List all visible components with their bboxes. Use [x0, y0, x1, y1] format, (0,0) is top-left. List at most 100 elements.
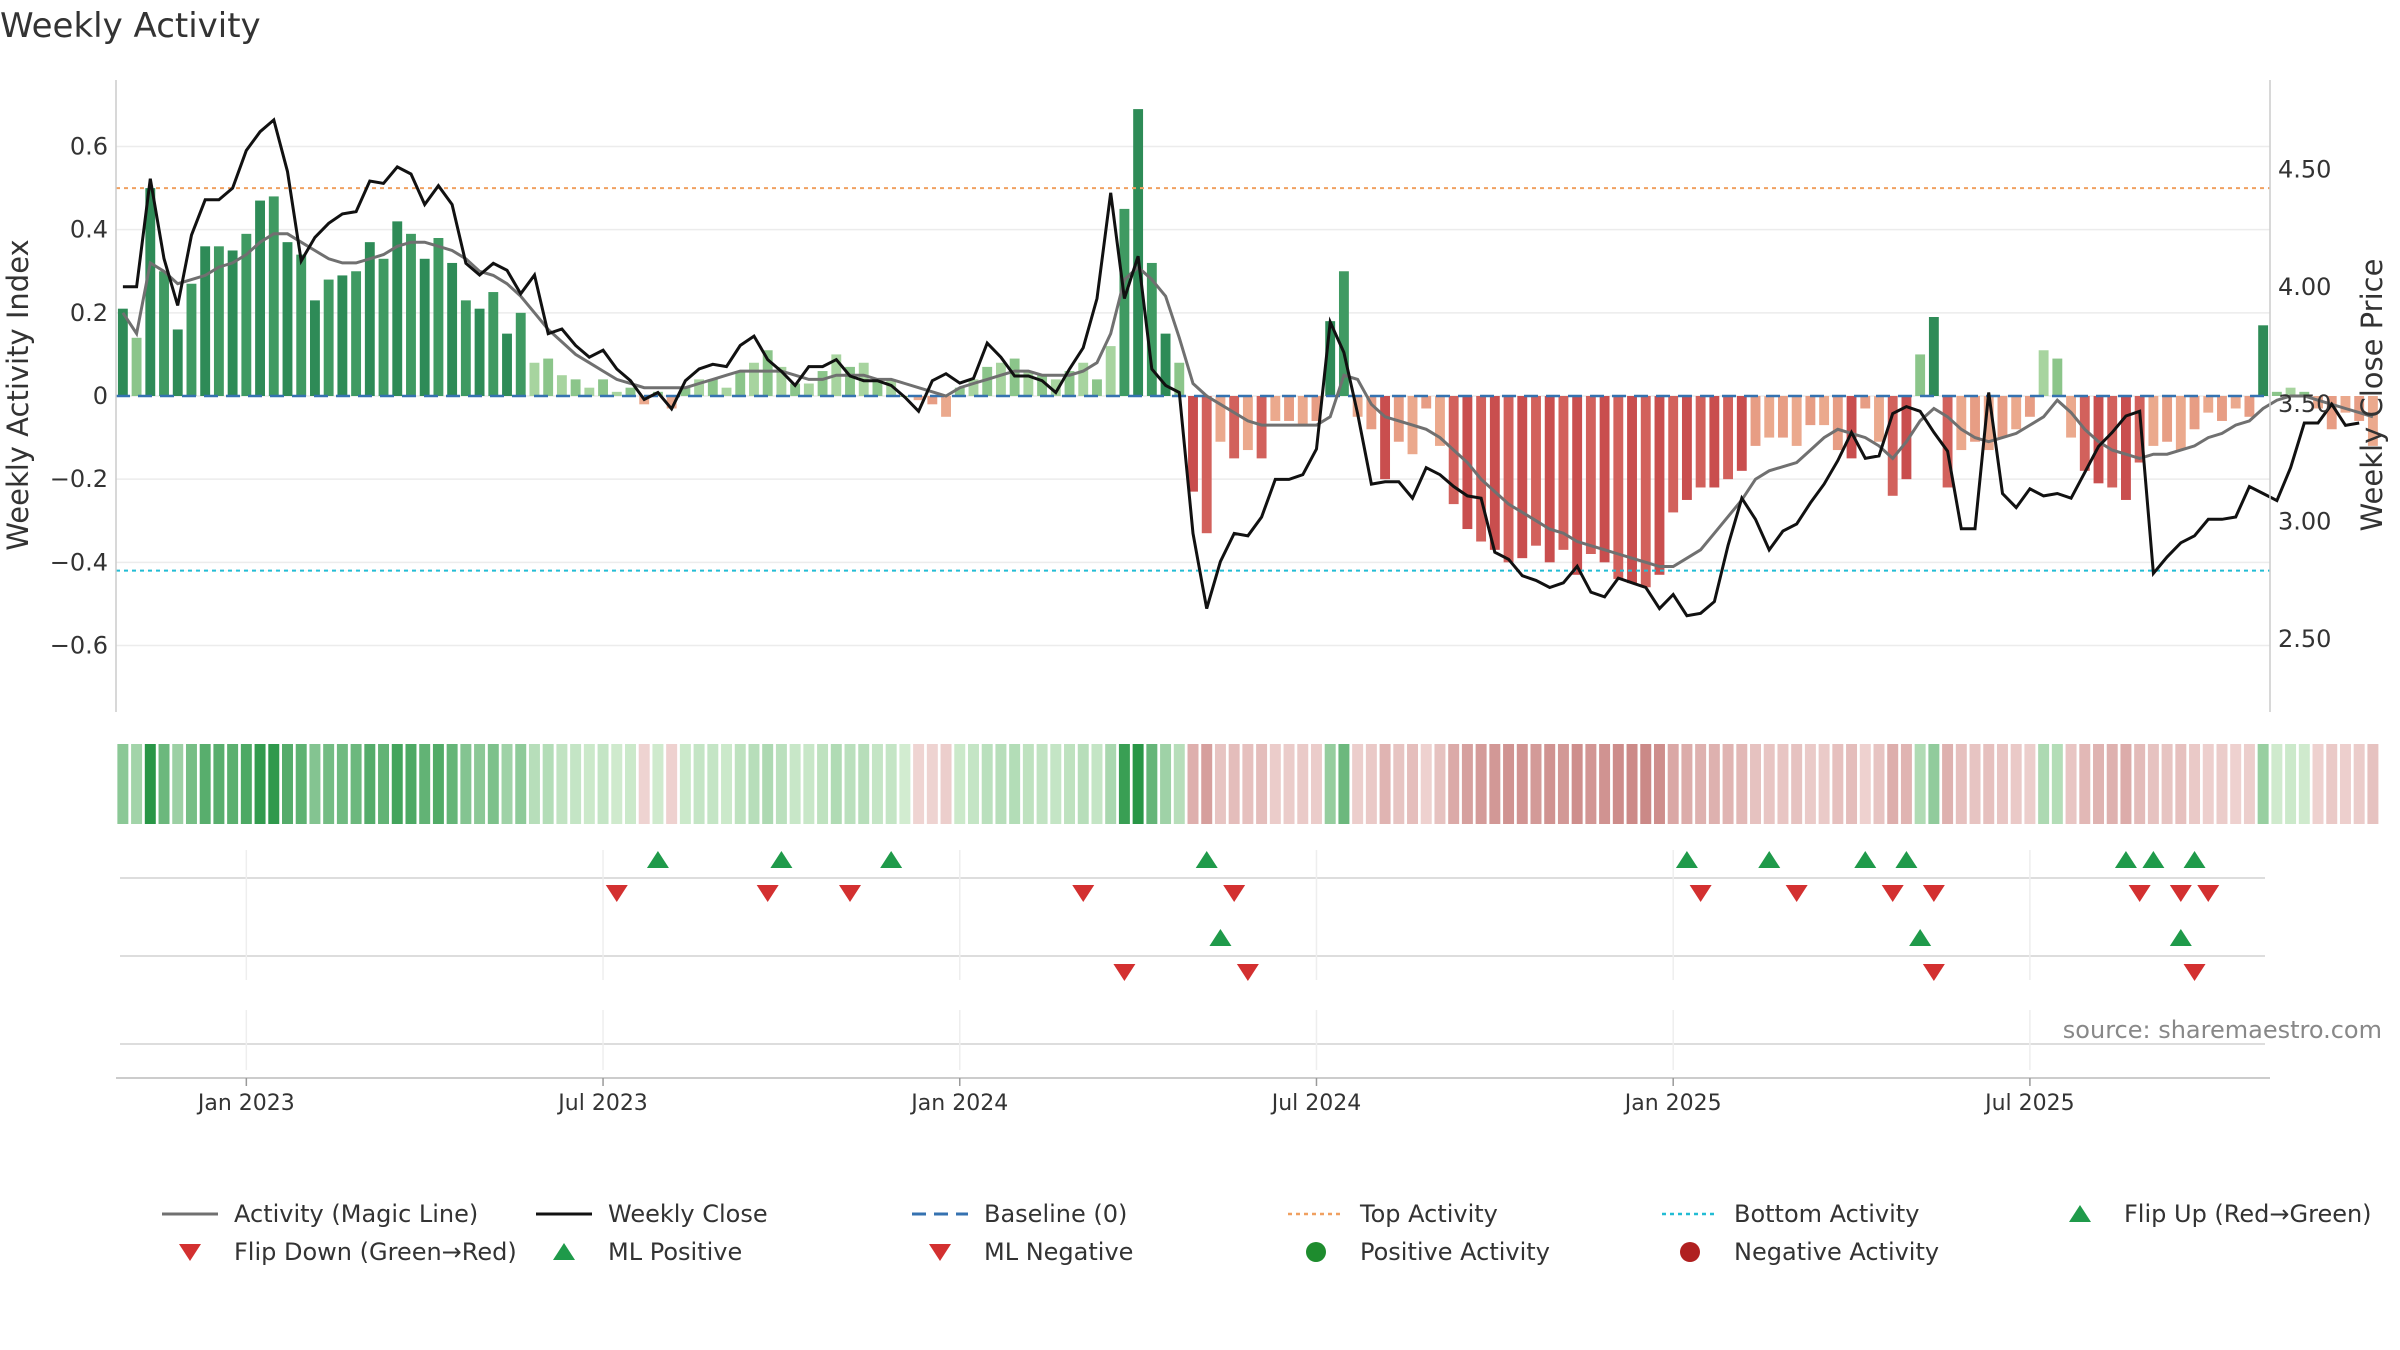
heat-cell — [885, 744, 897, 824]
axes: 0.6 0.4 0.2 0 −0.2 −0.4 −0.6 4.50 4.00 3.50 3.00 2.… — [50, 80, 2331, 712]
legend-swatch — [1306, 1242, 1326, 1262]
activity-bar — [1915, 354, 1926, 396]
activity-bar — [1764, 396, 1775, 438]
flip-down-marker — [2128, 885, 2151, 902]
y-axis-label: Weekly Activity Index — [1, 239, 35, 550]
flip-up-marker — [646, 851, 669, 868]
x-tick-label: Jan 2025 — [1623, 1091, 1722, 1116]
y2-axis-label: Weekly Close Price — [2355, 259, 2389, 532]
activity-bar — [570, 379, 581, 396]
heat-cell — [2285, 744, 2297, 824]
activity-bar — [159, 271, 169, 396]
activity-bar — [666, 396, 677, 409]
activity-bar — [1572, 396, 1583, 575]
heat-cell — [240, 744, 252, 824]
heat-cell — [611, 744, 623, 824]
activity-bar — [2093, 396, 2104, 484]
heat-cell — [995, 744, 1007, 824]
heat-cell — [981, 744, 993, 824]
heat-cell — [1352, 744, 1364, 824]
heat-cell — [117, 744, 129, 824]
heat-cell — [2326, 744, 2338, 824]
weekly-activity-chart: 0.6 0.4 0.2 0 −0.2 −0.4 −0.6 4.50 4.00 3.50 3.00 2.… — [1, 80, 2389, 1116]
heat-cell — [309, 744, 321, 824]
legend-item: ML Negative — [910, 1238, 1133, 1266]
activity-bar — [1901, 396, 1912, 480]
flip-down-marker — [1689, 885, 1712, 902]
heat-cell — [1393, 744, 1405, 824]
activity-bar — [982, 366, 993, 396]
activity-bar — [406, 233, 416, 396]
activity-bar — [2052, 358, 2063, 396]
heat-cell — [1242, 744, 1254, 824]
heat-cell — [1612, 744, 1624, 824]
activity-bar — [502, 333, 512, 396]
ml-positive-marker — [1209, 929, 1232, 946]
legend-label: Positive Activity — [1360, 1238, 1550, 1266]
activity-bar — [1983, 396, 1994, 451]
heat-cell — [583, 744, 595, 824]
heat-cell — [1283, 744, 1295, 824]
legend-triangle-up-swatch — [2069, 1205, 2091, 1222]
heat-cell — [954, 744, 966, 824]
heat-cell — [158, 744, 170, 824]
activity-bar — [2134, 396, 2145, 463]
heat-cell — [336, 744, 348, 824]
activity-bar — [886, 379, 897, 396]
heat-cell — [460, 744, 472, 824]
heat-cell — [2093, 744, 2104, 824]
heat-cell — [707, 744, 719, 824]
heat-cell — [940, 744, 952, 824]
activity-bar — [1832, 396, 1843, 451]
activity-bar — [447, 262, 458, 396]
activity-bar — [1736, 396, 1747, 471]
flip-down-marker — [1881, 885, 1904, 902]
flip-up-marker — [770, 851, 793, 868]
activity-bar — [1997, 396, 2008, 438]
legend-label: Bottom Activity — [1734, 1200, 1920, 1228]
heat-cell — [762, 744, 774, 824]
flip-up-marker — [2114, 851, 2137, 868]
activity-bar — [351, 271, 362, 396]
activity-bar — [2162, 396, 2173, 442]
heat-cell — [556, 744, 568, 824]
heat-cell — [1667, 744, 1679, 824]
activity-bar — [255, 200, 265, 396]
heat-cell — [775, 744, 787, 824]
activity-bar — [1668, 396, 1679, 513]
flip-up-marker — [2183, 851, 2206, 868]
heat-cell — [1859, 744, 1871, 824]
heat-cell — [1118, 744, 1130, 824]
heat-cell — [254, 744, 266, 824]
legend-label: Weekly Close — [608, 1200, 768, 1228]
flip-up-marker — [2142, 851, 2165, 868]
legend-label: Flip Up (Red→Green) — [2124, 1200, 2372, 1228]
heat-cell — [501, 744, 513, 824]
activity-bar — [1256, 396, 1267, 459]
heat-cell — [1064, 744, 1076, 824]
heat-cell — [1228, 744, 1240, 824]
heat-cell — [1996, 744, 2008, 824]
activity-bar — [611, 391, 622, 396]
heat-cell — [172, 744, 184, 824]
heat-cell — [2312, 744, 2324, 824]
legend-item: Negative Activity — [1660, 1238, 1939, 1266]
activity-bar — [2244, 396, 2255, 417]
heat-cell — [913, 744, 925, 824]
legend-swatch — [912, 1212, 968, 1216]
page-title: Weekly Activity — [0, 6, 261, 46]
activity-bar — [227, 250, 238, 396]
heat-cell — [487, 744, 499, 824]
activity-bar — [1105, 346, 1116, 396]
heat-cell — [734, 744, 746, 824]
heat-cell — [652, 744, 664, 824]
activity-bar — [1544, 396, 1555, 563]
ml-negative-marker — [2183, 964, 2206, 981]
flip-up-marker — [1895, 851, 1918, 868]
heat-cell — [542, 744, 554, 824]
activity-bar — [2230, 396, 2241, 409]
ml-negative-marker — [1922, 964, 1945, 981]
ml-negative-marker — [1236, 964, 1259, 981]
x-tick-label: Jul 2023 — [556, 1091, 648, 1116]
heat-cell — [1434, 744, 1446, 824]
